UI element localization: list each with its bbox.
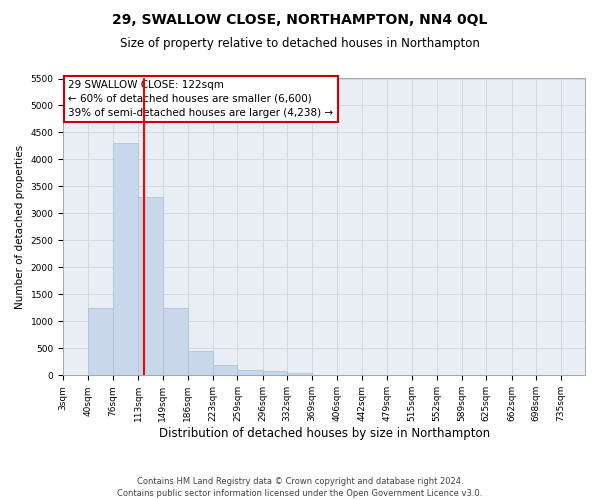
Bar bbox=[213, 364, 238, 376]
Bar bbox=[163, 308, 188, 376]
X-axis label: Distribution of detached houses by size in Northampton: Distribution of detached houses by size … bbox=[158, 427, 490, 440]
Bar bbox=[263, 372, 287, 376]
Bar bbox=[188, 351, 213, 376]
Bar bbox=[113, 144, 138, 376]
Bar bbox=[287, 372, 312, 376]
Text: 29 SWALLOW CLOSE: 122sqm
← 60% of detached houses are smaller (6,600)
39% of sem: 29 SWALLOW CLOSE: 122sqm ← 60% of detach… bbox=[68, 80, 334, 118]
Bar bbox=[88, 308, 113, 376]
Text: Size of property relative to detached houses in Northampton: Size of property relative to detached ho… bbox=[120, 38, 480, 51]
Bar bbox=[138, 197, 163, 376]
Text: 29, SWALLOW CLOSE, NORTHAMPTON, NN4 0QL: 29, SWALLOW CLOSE, NORTHAMPTON, NN4 0QL bbox=[112, 12, 488, 26]
Text: Contains HM Land Registry data © Crown copyright and database right 2024.
Contai: Contains HM Land Registry data © Crown c… bbox=[118, 476, 482, 498]
Bar bbox=[238, 370, 263, 376]
Y-axis label: Number of detached properties: Number of detached properties bbox=[15, 145, 25, 309]
